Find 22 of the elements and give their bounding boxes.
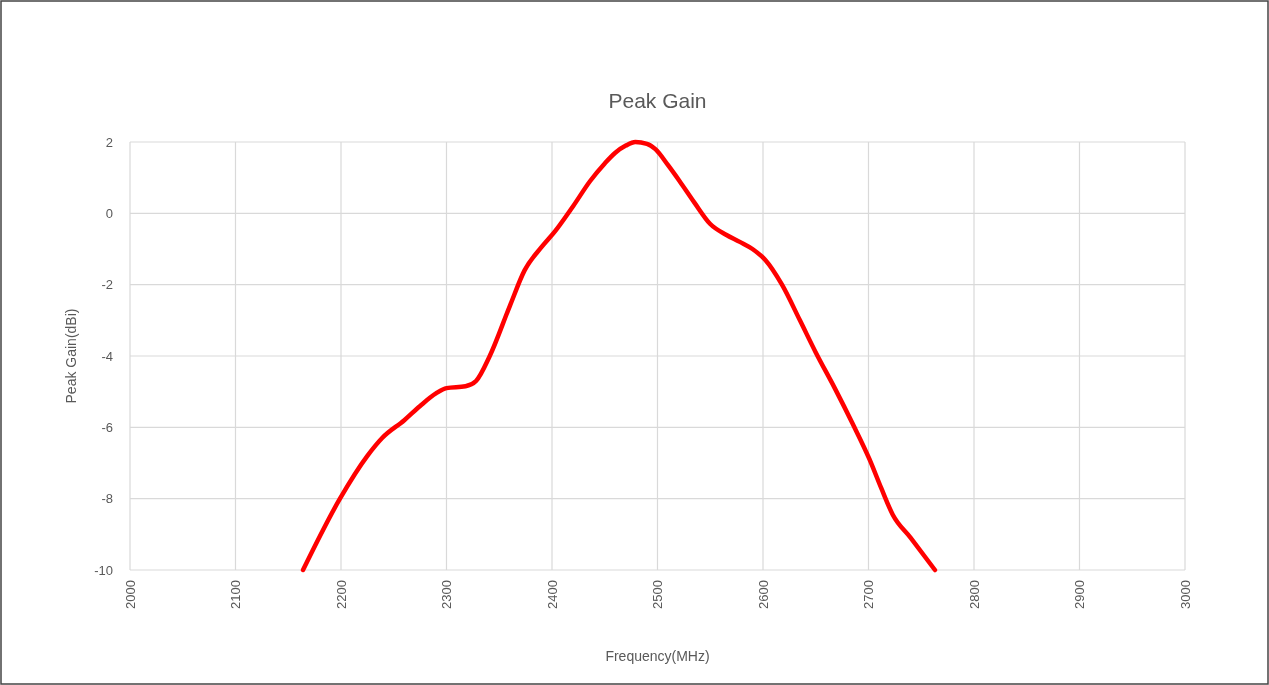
x-tick-label: 2000 xyxy=(122,580,138,609)
x-tick-label: 2900 xyxy=(1072,580,1088,609)
y-tick-label: -2 xyxy=(101,277,113,293)
y-tick-label: -8 xyxy=(101,491,113,507)
x-tick-label: 2300 xyxy=(439,580,455,609)
x-tick-label: 2200 xyxy=(333,580,349,609)
y-tick-label: 2 xyxy=(105,134,113,150)
x-axis-title: Frequency(MHz) xyxy=(605,648,710,664)
x-tick-label: 2100 xyxy=(228,580,244,609)
y-tick-label: -6 xyxy=(101,419,113,435)
x-tick-label: 2800 xyxy=(966,580,982,609)
y-tick-label: 0 xyxy=(105,205,113,221)
x-tick-label: 2600 xyxy=(755,580,771,609)
y-tick-label: -10 xyxy=(94,562,113,578)
x-tick-label: 2500 xyxy=(650,580,666,609)
chart-title: Peak Gain xyxy=(608,89,707,112)
x-tick-label: 2700 xyxy=(861,580,877,609)
y-axis-title: Peak Gain(dBi) xyxy=(63,308,79,404)
line-series xyxy=(300,139,938,573)
y-tick-label: -4 xyxy=(101,348,113,364)
x-tick-label: 3000 xyxy=(1177,580,1193,609)
x-tick-label: 2400 xyxy=(544,580,560,609)
